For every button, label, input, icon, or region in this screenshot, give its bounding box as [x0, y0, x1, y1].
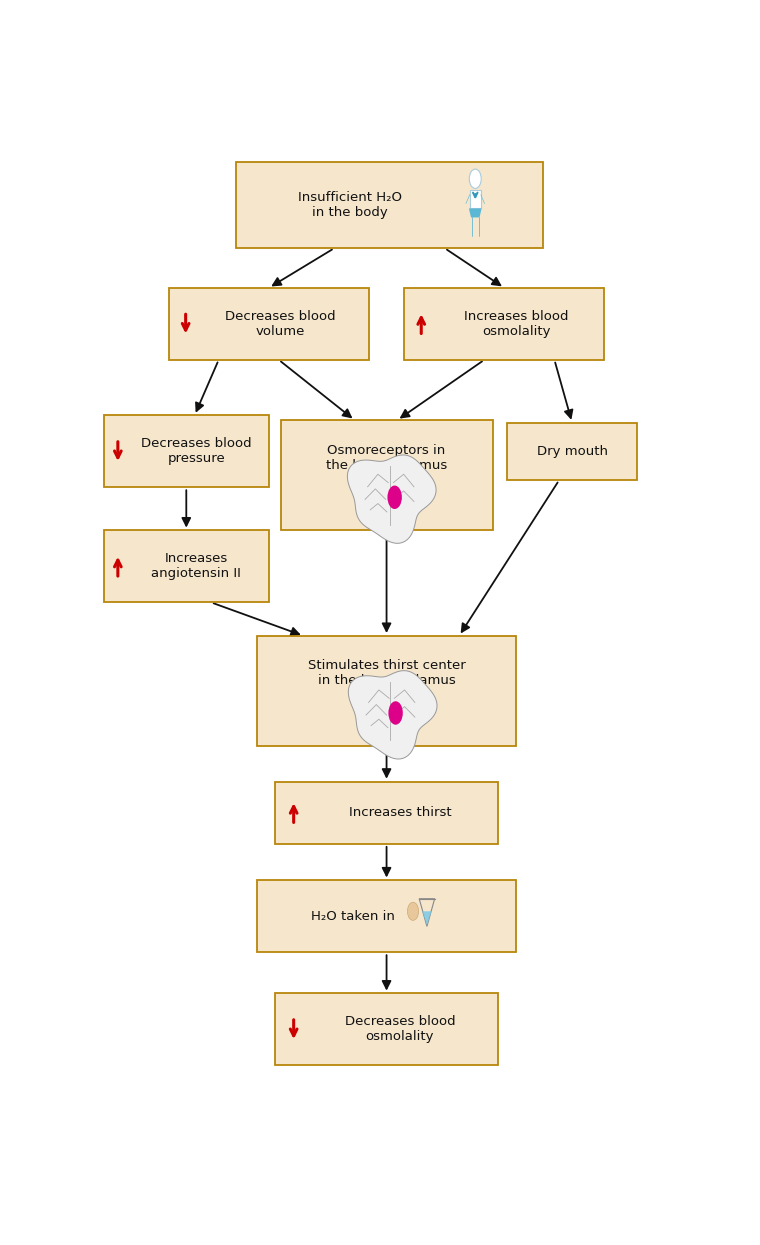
Polygon shape: [347, 454, 436, 543]
Circle shape: [470, 169, 481, 188]
FancyBboxPatch shape: [404, 288, 604, 360]
FancyBboxPatch shape: [274, 782, 499, 844]
Circle shape: [407, 903, 419, 920]
FancyBboxPatch shape: [257, 636, 516, 746]
Text: Increases
angiotensin II: Increases angiotensin II: [151, 553, 241, 580]
FancyBboxPatch shape: [104, 530, 269, 603]
Text: Stimulates thirst center
in the hypothalamus: Stimulates thirst center in the hypothal…: [308, 660, 465, 687]
Text: Dry mouth: Dry mouth: [537, 444, 607, 458]
Text: Increases blood
osmolality: Increases blood osmolality: [464, 310, 568, 337]
Text: Decreases blood
volume: Decreases blood volume: [226, 310, 336, 337]
Polygon shape: [348, 671, 437, 759]
Text: Decreases blood
pressure: Decreases blood pressure: [141, 437, 252, 466]
Text: Decreases blood
osmolality: Decreases blood osmolality: [345, 1016, 455, 1043]
Polygon shape: [470, 189, 481, 208]
Polygon shape: [469, 208, 482, 218]
FancyBboxPatch shape: [280, 421, 492, 530]
FancyBboxPatch shape: [169, 288, 369, 360]
Polygon shape: [423, 911, 432, 925]
Text: Osmoreceptors in
the hypothalamus: Osmoreceptors in the hypothalamus: [326, 443, 447, 472]
Text: H₂O taken in: H₂O taken in: [311, 910, 394, 923]
FancyBboxPatch shape: [104, 416, 269, 487]
Text: Increases thirst: Increases thirst: [349, 807, 451, 819]
FancyBboxPatch shape: [274, 994, 499, 1066]
Text: Insufficient H₂O
in the body: Insufficient H₂O in the body: [298, 190, 402, 219]
Circle shape: [388, 701, 403, 725]
Circle shape: [388, 486, 402, 509]
FancyBboxPatch shape: [236, 162, 543, 248]
FancyBboxPatch shape: [508, 422, 637, 481]
FancyBboxPatch shape: [257, 880, 516, 952]
